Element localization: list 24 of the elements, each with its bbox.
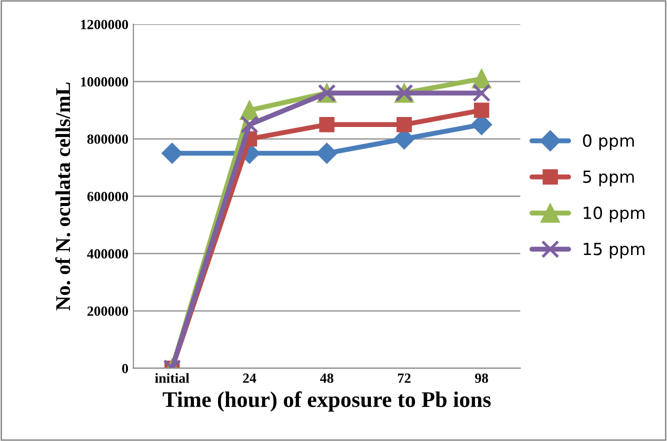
- x-tick-label: 98: [475, 374, 488, 383]
- y-tick-label: 600000: [87, 192, 128, 202]
- y-tick-label: 0: [122, 364, 128, 374]
- y-tick-label: 400000: [87, 249, 128, 259]
- y-tick-label: 800000: [87, 134, 128, 144]
- x-tick-label: initial: [155, 373, 190, 383]
- x-tick-label: 24: [243, 374, 256, 383]
- point: [396, 116, 412, 132]
- y-axis-title: No. of N. oculata cells/mL: [55, 82, 70, 310]
- y-tick-label: 200000: [87, 306, 128, 316]
- legend-label: 0 ppm: [583, 134, 634, 150]
- legend-label: 10 ppm: [584, 206, 644, 222]
- point: [472, 84, 491, 102]
- y-tick-label: 1200000: [81, 20, 128, 30]
- point: [319, 116, 334, 132]
- x-axis-title: Time (hour) of exposure to Pb ions: [162, 391, 491, 412]
- y-tick-label: 1000000: [81, 77, 128, 87]
- x-tick-label: 48: [320, 374, 334, 383]
- point: [316, 142, 338, 164]
- point: [240, 116, 258, 134]
- legend-label: 5 ppm: [583, 170, 634, 186]
- point: [474, 102, 490, 118]
- legend-label: 15 ppm: [584, 242, 644, 259]
- x-tick-label: 72: [398, 374, 411, 383]
